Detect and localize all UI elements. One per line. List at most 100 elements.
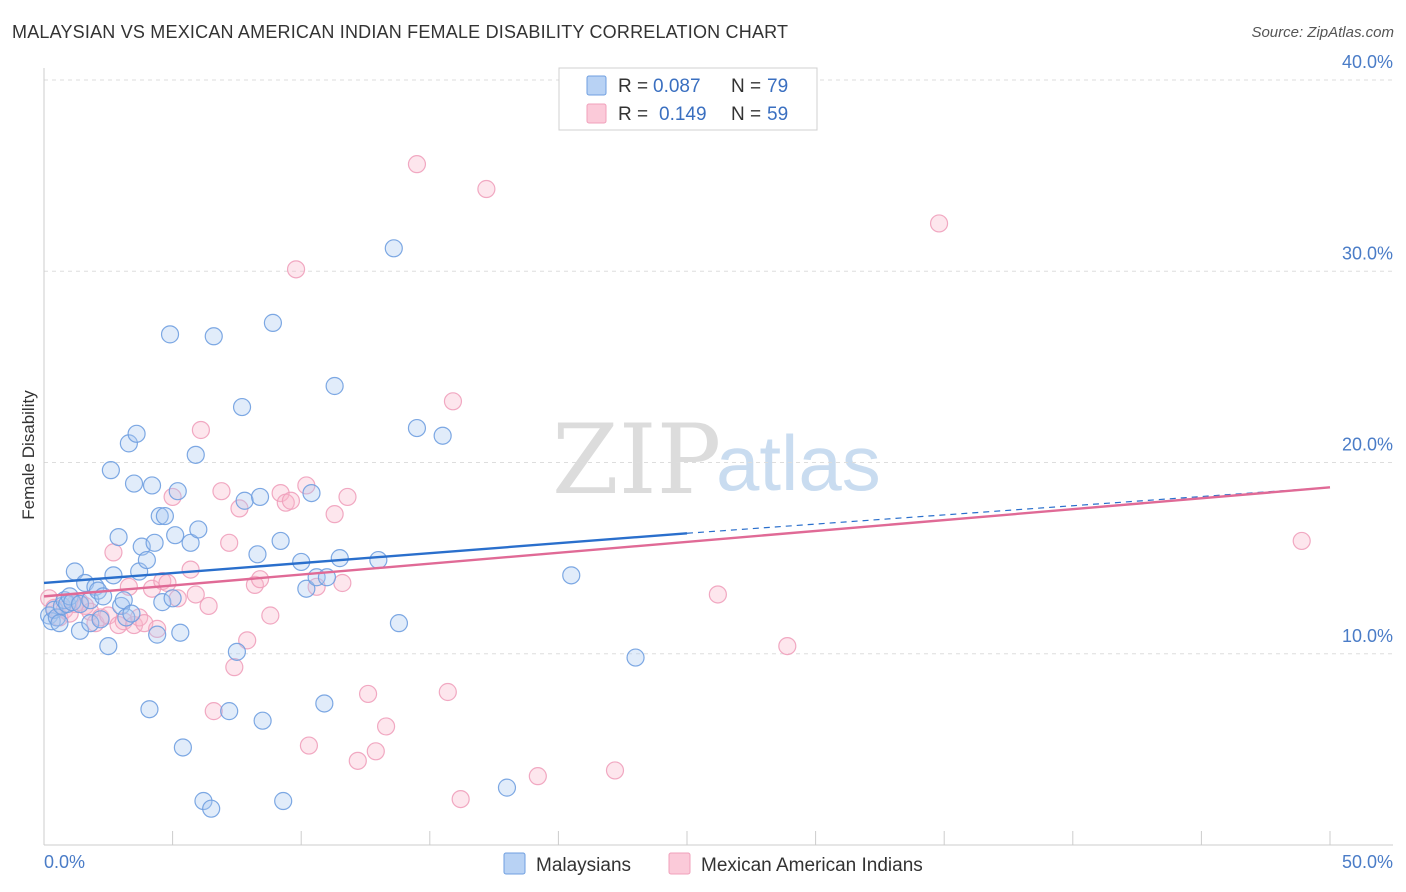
malaysians-point (173, 738, 192, 757)
malaysians-point (99, 636, 118, 656)
mexican-american-indians-points (40, 155, 1311, 809)
mexican-american-indians-point (212, 482, 231, 501)
legend-swatch-blue (586, 75, 607, 96)
legend-n-label-2: N = (731, 104, 761, 125)
malaysians-point (227, 642, 246, 661)
malaysians-point (407, 418, 427, 438)
malaysians-point (186, 445, 205, 464)
malaysians-point (101, 461, 120, 480)
mexican-american-indians-point (443, 392, 463, 411)
mexican-american-indians-point (191, 420, 210, 440)
malaysians-point (181, 533, 200, 552)
y-tick-label: 40.0% (1342, 52, 1393, 72)
malaysians-point (124, 474, 144, 493)
malaysians-trend-extension (686, 486, 1331, 534)
mexican-american-indians-point (1292, 531, 1311, 551)
y-tick-label: 30.0% (1342, 243, 1393, 263)
mexican-american-indians-point (325, 505, 344, 524)
mexican-american-indians-point (186, 585, 205, 604)
malaysians-point (119, 434, 138, 453)
mexican-american-indians-point (168, 589, 187, 608)
malaysians-point (274, 791, 293, 811)
chart-title: MALAYSIAN VS MEXICAN AMERICAN INDIAN FEM… (12, 22, 789, 42)
malaysians-point (384, 239, 403, 258)
legend-r-value-2: 0.149 (659, 104, 707, 125)
mexican-american-indians-point (376, 717, 396, 736)
mexican-american-indians-point (929, 214, 949, 233)
malaysians-point (302, 484, 321, 503)
mexican-american-indians-point (708, 585, 727, 604)
malaysians-point (562, 566, 581, 585)
malaysians-point (153, 593, 172, 612)
malaysians-point (70, 621, 90, 640)
mexican-american-indians-point (220, 533, 239, 552)
malaysians-point (263, 313, 283, 332)
y-tick-label: 10.0% (1342, 626, 1393, 646)
malaysians-point (50, 614, 69, 633)
malaysians-point (626, 648, 645, 667)
mexican-american-indians-point (407, 155, 427, 174)
malaysians-point (220, 702, 239, 721)
mexican-american-indians-point (605, 761, 625, 780)
y-axis-title: Female Disability (19, 390, 38, 520)
mexican-american-indians-point (245, 575, 265, 595)
watermark-zip: ZIP (552, 404, 721, 516)
mexican-american-indians-point (366, 742, 385, 761)
legend-r-label-2: R = (618, 104, 648, 125)
malaysians-point (122, 604, 141, 623)
malaysians-point (142, 476, 162, 495)
legend-n-value-2: 59 (767, 104, 788, 125)
malaysians-point (163, 589, 182, 608)
mexican-american-indians-point (477, 179, 496, 199)
mexican-american-indians-point (299, 736, 319, 755)
series-legend-label-mexican-american-indians: Mexican American Indians (701, 855, 923, 876)
legend-swatch-pink (586, 103, 607, 124)
malaysians-point (91, 610, 110, 629)
mexican-american-indians-point (333, 573, 352, 593)
malaysians-point (148, 625, 167, 644)
malaysians-point (232, 397, 252, 417)
malaysians-point (160, 325, 180, 344)
malaysians-point (369, 550, 388, 570)
malaysians-point (127, 424, 146, 443)
mexican-american-indians-point (158, 573, 177, 593)
series-legend-swatch-mexican-american-indians (668, 852, 691, 875)
stats-legend: R = 0.087 N = 79 R = 0.149 N = 59 (558, 67, 818, 131)
mexican-american-indians-point (238, 631, 257, 650)
malaysians-trend-line (43, 532, 688, 585)
malaysians-point (235, 491, 254, 510)
mexican-american-indians-point (104, 543, 123, 562)
mexican-american-indians-point (163, 487, 182, 507)
mexican-american-indians-point (348, 751, 367, 770)
malaysians-point (253, 711, 272, 730)
mexican-american-indians-point (778, 636, 797, 656)
mexican-american-indians-point (261, 606, 280, 625)
malaysians-point (315, 694, 334, 713)
malaysians-point (325, 376, 344, 396)
malaysians-point (433, 426, 452, 445)
malaysians-point (204, 327, 223, 346)
mexican-american-indians-point (199, 596, 218, 616)
malaysians-point (70, 594, 90, 614)
malaysians-point (250, 487, 270, 507)
y-tick-labels: 10.0% 20.0% 30.0% 40.0% (1342, 52, 1393, 646)
mexican-american-indians-point (281, 491, 301, 510)
mexican-american-indians-point (451, 789, 470, 809)
malaysians-point (104, 566, 123, 585)
malaysians-point (202, 799, 221, 818)
legend-r-label-1: R = (618, 76, 648, 97)
mexican-american-indians-point (148, 619, 167, 638)
x-tick-label-max: 50.0% (1342, 852, 1393, 872)
mexican-american-indians-point (204, 702, 223, 721)
malaysians-point (137, 550, 156, 570)
mexican-american-indians-point (181, 560, 200, 579)
malaysians-point (140, 700, 159, 719)
mexican-american-indians-point (271, 484, 290, 503)
mexican-american-indians-point (438, 682, 457, 702)
legend-n-label-1: N = (731, 76, 761, 97)
malaysians-point (189, 520, 208, 539)
malaysians-point (248, 545, 267, 564)
malaysians-point (81, 614, 100, 633)
malaysians-points (40, 239, 645, 818)
